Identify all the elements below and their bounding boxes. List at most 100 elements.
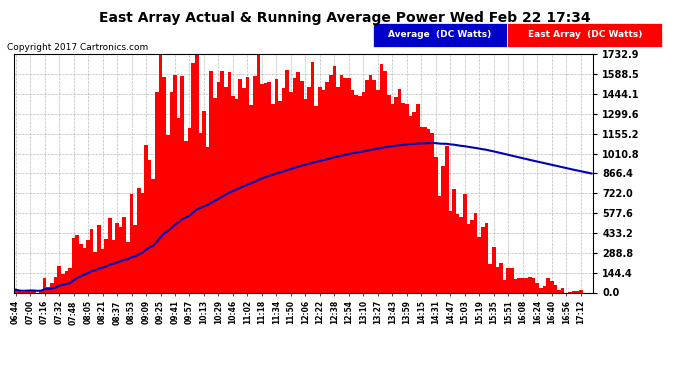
Bar: [358, 96, 362, 292]
Bar: [318, 87, 322, 292]
Bar: [123, 217, 126, 292]
Bar: [535, 282, 539, 292]
Bar: [315, 106, 318, 292]
Bar: [86, 240, 90, 292]
Bar: [550, 281, 553, 292]
Bar: [115, 223, 119, 292]
Bar: [329, 75, 333, 292]
Bar: [50, 283, 54, 292]
Bar: [191, 63, 195, 292]
Bar: [141, 193, 144, 292]
Bar: [39, 290, 43, 292]
Bar: [405, 104, 408, 292]
Bar: [275, 79, 278, 292]
Bar: [326, 82, 329, 292]
Bar: [278, 101, 282, 292]
Bar: [271, 104, 275, 292]
Bar: [355, 94, 358, 292]
Bar: [137, 188, 141, 292]
Bar: [181, 76, 184, 292]
Bar: [510, 268, 513, 292]
Bar: [513, 279, 518, 292]
Bar: [579, 290, 582, 292]
Bar: [264, 83, 268, 292]
Bar: [553, 285, 558, 292]
Bar: [32, 291, 36, 292]
Bar: [333, 66, 336, 292]
Bar: [368, 75, 373, 292]
Bar: [268, 82, 271, 292]
Bar: [387, 95, 391, 292]
Bar: [213, 98, 217, 292]
Bar: [119, 227, 123, 292]
Bar: [235, 99, 239, 292]
Bar: [532, 278, 535, 292]
Bar: [413, 112, 416, 292]
Bar: [79, 244, 83, 292]
Bar: [130, 194, 133, 292]
Bar: [506, 268, 510, 292]
Bar: [162, 77, 166, 292]
Bar: [426, 129, 431, 292]
Bar: [75, 235, 79, 292]
Bar: [90, 229, 94, 292]
Bar: [518, 278, 521, 292]
Bar: [242, 88, 246, 292]
Bar: [471, 220, 474, 292]
Bar: [155, 92, 159, 292]
Bar: [61, 274, 65, 292]
Bar: [347, 78, 351, 292]
Bar: [539, 288, 543, 292]
Bar: [46, 287, 50, 292]
Text: Average  (DC Watts): Average (DC Watts): [388, 30, 491, 39]
Bar: [448, 211, 452, 292]
Bar: [231, 96, 235, 292]
Bar: [376, 90, 380, 292]
Bar: [394, 98, 397, 292]
Bar: [431, 133, 434, 292]
Bar: [380, 64, 384, 292]
Bar: [83, 248, 86, 292]
Bar: [25, 290, 28, 292]
Bar: [249, 105, 253, 292]
Bar: [452, 189, 456, 292]
Bar: [195, 54, 199, 292]
Bar: [101, 249, 104, 292]
Bar: [133, 225, 137, 292]
Bar: [408, 116, 413, 292]
Bar: [97, 225, 101, 292]
Bar: [524, 278, 529, 292]
Bar: [373, 80, 376, 292]
Text: Copyright 2017 Cartronics.com: Copyright 2017 Cartronics.com: [7, 43, 148, 52]
Bar: [362, 92, 365, 292]
Bar: [228, 72, 231, 292]
Bar: [575, 291, 579, 292]
Bar: [210, 71, 213, 292]
Bar: [68, 268, 72, 292]
Bar: [460, 217, 463, 292]
Bar: [561, 288, 564, 292]
Bar: [495, 267, 500, 292]
Bar: [489, 264, 492, 292]
Bar: [246, 76, 249, 292]
Bar: [72, 238, 75, 292]
Bar: [416, 104, 420, 292]
Bar: [289, 92, 293, 292]
Bar: [94, 252, 97, 292]
Bar: [126, 242, 130, 292]
Bar: [188, 128, 191, 292]
Bar: [144, 145, 148, 292]
Bar: [199, 133, 202, 292]
Bar: [304, 99, 307, 292]
Bar: [17, 291, 21, 292]
Bar: [57, 266, 61, 292]
Bar: [65, 271, 68, 292]
Bar: [340, 75, 344, 292]
Bar: [43, 278, 46, 292]
Bar: [217, 82, 220, 292]
Bar: [300, 81, 304, 292]
Bar: [224, 87, 228, 292]
Bar: [239, 80, 242, 292]
Bar: [474, 213, 477, 292]
Bar: [152, 179, 155, 292]
